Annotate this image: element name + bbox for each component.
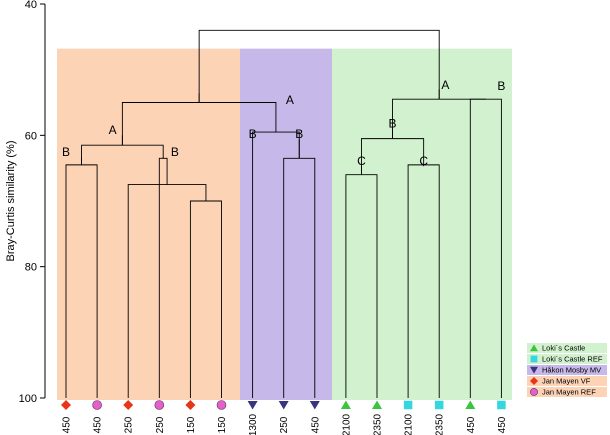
sample-label: 250 [124,416,135,433]
node-labels: B B A B B A C C B B A [62,78,505,168]
node-label: B [62,145,70,159]
sample-label: 250 [279,416,290,433]
merge-n14 [198,29,440,103]
node-label: A [286,93,294,107]
sample-label: 450 [497,416,508,433]
marker-red-diamond [185,400,196,410]
node-label: B [389,117,397,131]
legend-marker-pink-circle [530,388,538,396]
marker-navy-triangle [247,401,258,410]
marker-navy-triangle [309,401,320,410]
sample-label: 250 [155,416,166,433]
node-label: A [109,123,117,137]
sample-label: 2100 [341,413,352,435]
sample-label: 150 [217,416,228,433]
marker-pink-circle [92,400,102,410]
band-lokis-castle [332,48,512,401]
node-label: A [441,78,449,92]
node-label: C [357,154,366,168]
node-label: B [171,145,179,159]
legend: Loki´s Castle Loki´s Castle REF Håkon Mosb… [527,343,607,397]
marker-red-diamond [123,400,134,410]
legend-row-bg [527,387,607,397]
y-axis-label: Bray-Curtis similarity (%) [5,141,17,262]
legend-marker-red-diamond [530,377,538,385]
group-shading-bands [57,48,512,401]
legend-marker-navy-triangle [530,366,538,374]
legend-marker-cyan-square [530,355,538,363]
sample-label: 450 [62,416,73,433]
sample-labels: 450 450 250 250 150 150 1300 250 450 2100 2350 2100… [62,413,508,435]
legend-label: Loki´s Castle [542,344,585,353]
legend-label: Håkon Mosby MV [542,366,601,375]
merge-n12 [392,98,486,139]
sample-label: 450 [310,416,321,433]
sample-markers [61,400,506,410]
marker-cyan-square [497,400,506,410]
legend-marker-green-triangle [530,344,538,352]
sample-label: 1300 [248,413,259,435]
marker-green-triangle [465,400,476,409]
legend-label: Jan Mayen REF [542,388,596,397]
legend-label: Jan Mayen VF [542,377,591,386]
marker-red-diamond [61,400,71,410]
marker-green-triangle [372,400,382,409]
sample-label: 2350 [435,413,446,435]
marker-cyan-square [434,400,444,410]
node-label: B [295,127,303,141]
dendrogram-tree [65,29,502,398]
sample-label: 450 [93,416,104,433]
sample-label: 2100 [404,413,415,435]
y-tick-label: 100 [19,393,37,405]
y-tick-label: 60 [25,130,37,142]
legend-row-bg [527,354,607,364]
node-label: B [249,127,257,141]
band-hakon-mosby [240,48,332,401]
y-axis: 40 60 80 100 [19,0,46,405]
node-label: B [497,79,505,93]
marker-cyan-square [403,400,413,410]
marker-green-triangle [340,400,351,409]
sample-label: 450 [466,416,477,433]
legend-row-bg [527,343,607,353]
y-tick-label: 40 [25,0,37,11]
sample-label: 150 [186,416,197,433]
legend-label: Loki´s Castle REF [542,355,603,364]
legend-row-bg [527,376,607,386]
marker-navy-triangle [278,401,289,410]
marker-pink-circle [216,400,227,410]
y-tick-label: 80 [25,262,37,274]
marker-pink-circle [154,400,165,410]
band-jan-mayen [57,48,240,401]
legend-row-bg [527,365,607,375]
sample-label: 2350 [373,413,384,435]
node-label: C [419,154,428,168]
